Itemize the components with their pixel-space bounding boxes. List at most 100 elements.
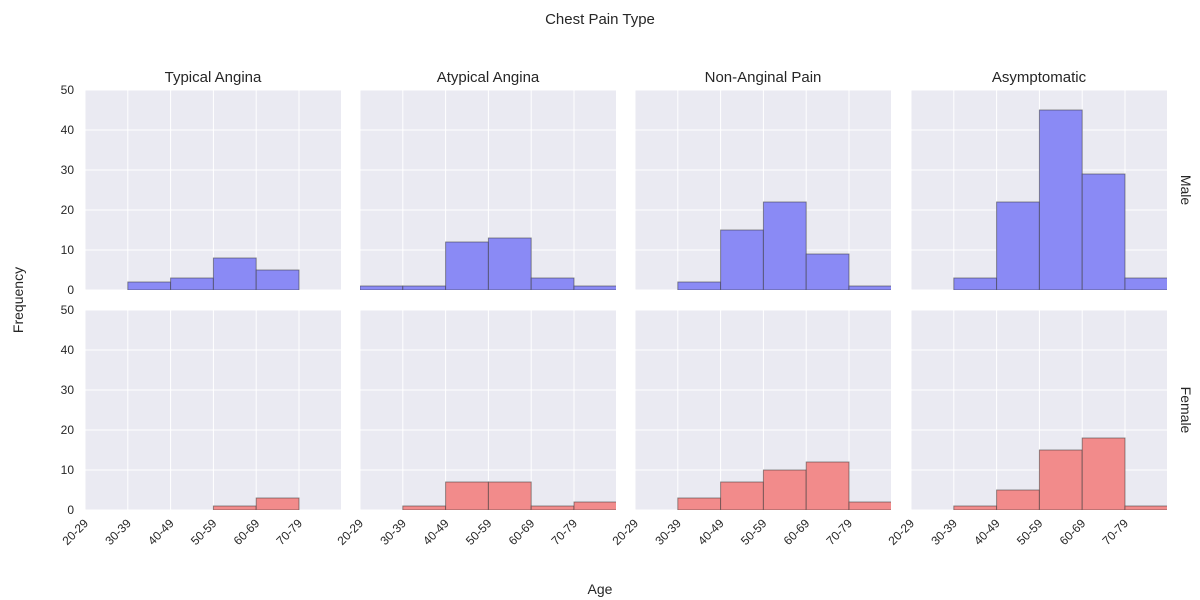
y-tick-label: 20	[61, 423, 75, 437]
x-tick-label: 20-29	[60, 516, 92, 548]
column-title-typical-angina: Typical Angina	[165, 69, 262, 86]
bar-70-79	[848, 285, 891, 290]
x-tick-label: 70-79	[824, 516, 856, 548]
bar-70-79	[573, 285, 616, 290]
y-tick-label: 10	[61, 243, 75, 257]
y-tick-label: 0	[67, 503, 74, 517]
x-tick-label: 30-39	[102, 516, 134, 548]
bar-40-49	[720, 481, 764, 510]
column-title-asymptomatic: Asymptomatic	[992, 69, 1087, 86]
x-tick-label: 40-49	[695, 516, 727, 548]
bar-30-39	[953, 277, 998, 290]
y-tick-label: 40	[61, 123, 75, 137]
y-axis-label: Frequency	[10, 267, 26, 333]
column-title-atypical-angina: Atypical Angina	[437, 69, 540, 86]
bar-30-39	[127, 281, 172, 290]
panel-asymptomatic-female: Female 20-29 30-39 40-49 50-59 60-69 70-79	[886, 310, 1194, 548]
bar-30-39	[402, 285, 447, 290]
panel-plot-area	[360, 90, 616, 290]
bar-40-49	[720, 229, 764, 290]
bar-50-59	[487, 481, 532, 510]
panel-atypical-angina-male: Atypical Angina	[360, 69, 616, 290]
panel-non-anginal-pain-female: 20-29 30-39 40-49 50-59 60-69 70-79	[610, 310, 891, 548]
x-tick-label: 70-79	[274, 516, 306, 548]
x-tick-label: 40-49	[971, 516, 1003, 548]
row-label-male: Male	[1178, 175, 1194, 206]
row-label-female: Female	[1178, 387, 1194, 434]
chart-title: Chest Pain Type	[545, 11, 655, 28]
y-tick-label: 0	[67, 283, 74, 297]
x-tick-label: 70-79	[549, 516, 581, 548]
panel-plot-area	[911, 310, 1167, 510]
y-tick-label: 20	[61, 203, 75, 217]
panel-plot-area	[911, 90, 1167, 290]
bar-50-59	[762, 201, 807, 290]
y-tick-label: 10	[61, 463, 75, 477]
bar-60-69	[530, 277, 575, 290]
bar-40-49	[445, 241, 489, 290]
bar-60-69	[805, 253, 850, 290]
x-tick-label: 70-79	[1100, 516, 1132, 548]
x-tick-label: 30-39	[377, 516, 409, 548]
x-tick-label: 40-49	[420, 516, 452, 548]
panel-plot-area	[85, 90, 341, 290]
x-tick-label: 30-39	[928, 516, 960, 548]
y-tick-label: 50	[61, 303, 75, 317]
bar-70-79	[848, 501, 891, 510]
y-tick-label: 30	[61, 383, 75, 397]
bar-40-49	[445, 481, 489, 510]
bar-70-79	[573, 501, 616, 510]
bar-40-49	[170, 277, 214, 290]
panel-typical-angina-male: Typical Angina 0 10 20 30 40 50	[61, 69, 341, 297]
bar-50-59	[212, 257, 257, 290]
x-axis-label: Age	[588, 581, 613, 597]
bar-60-69	[1081, 173, 1126, 290]
bar-60-69	[805, 461, 850, 510]
bar-50-59	[1038, 109, 1083, 290]
bar-50-59	[487, 237, 532, 290]
x-tick-label: 60-69	[506, 516, 538, 548]
panel-atypical-angina-female: 20-29 30-39 40-49 50-59 60-69 70-79	[335, 310, 616, 548]
x-tick-label: 20-29	[335, 516, 367, 548]
x-tick-label: 50-59	[463, 516, 495, 548]
bar-50-59	[1038, 449, 1083, 510]
bar-50-59	[212, 505, 257, 510]
panel-plot-area	[360, 310, 616, 510]
bar-30-39	[402, 505, 447, 510]
panel-typical-angina-female: 0 10 20 30 40 50 20-29 30-39 40-49 50-59 60-69 70-7…	[60, 303, 341, 548]
bar-30-39	[677, 497, 722, 510]
bar-70-79	[1124, 277, 1167, 290]
bar-60-69	[255, 269, 300, 290]
y-tick-label: 50	[61, 83, 75, 97]
x-tick-label: 20-29	[886, 516, 918, 548]
bar-30-39	[953, 505, 998, 510]
panel-asymptomatic-male: Asymptomatic Male	[911, 69, 1194, 290]
x-tick-label: 60-69	[231, 516, 263, 548]
x-tick-label: 60-69	[1057, 516, 1089, 548]
x-tick-label: 50-59	[738, 516, 770, 548]
x-tick-label: 50-59	[188, 516, 220, 548]
bar-50-59	[762, 469, 807, 510]
x-tick-label: 60-69	[781, 516, 813, 548]
bar-60-69	[530, 505, 575, 510]
column-title-non-anginal-pain: Non-Anginal Pain	[705, 69, 822, 86]
y-tick-label: 40	[61, 343, 75, 357]
bar-40-49	[996, 489, 1040, 510]
bar-20-29	[360, 285, 404, 290]
bar-40-49	[996, 201, 1040, 290]
bar-60-69	[255, 497, 300, 510]
x-tick-label: 50-59	[1014, 516, 1046, 548]
x-tick-label: 40-49	[145, 516, 177, 548]
x-tick-label: 20-29	[610, 516, 642, 548]
bar-30-39	[677, 281, 722, 290]
panel-plot-area	[635, 310, 891, 510]
panel-plot-area	[85, 310, 341, 510]
y-tick-label: 30	[61, 163, 75, 177]
panel-plot-area	[635, 90, 891, 290]
panel-grid: Typical Angina 0 10 20 30 40 50 Atypical Angina…	[60, 69, 1194, 548]
x-tick-label: 30-39	[652, 516, 684, 548]
panel-non-anginal-pain-male: Non-Anginal Pain	[635, 69, 891, 290]
bar-70-79	[1124, 505, 1167, 510]
bar-60-69	[1081, 437, 1126, 510]
